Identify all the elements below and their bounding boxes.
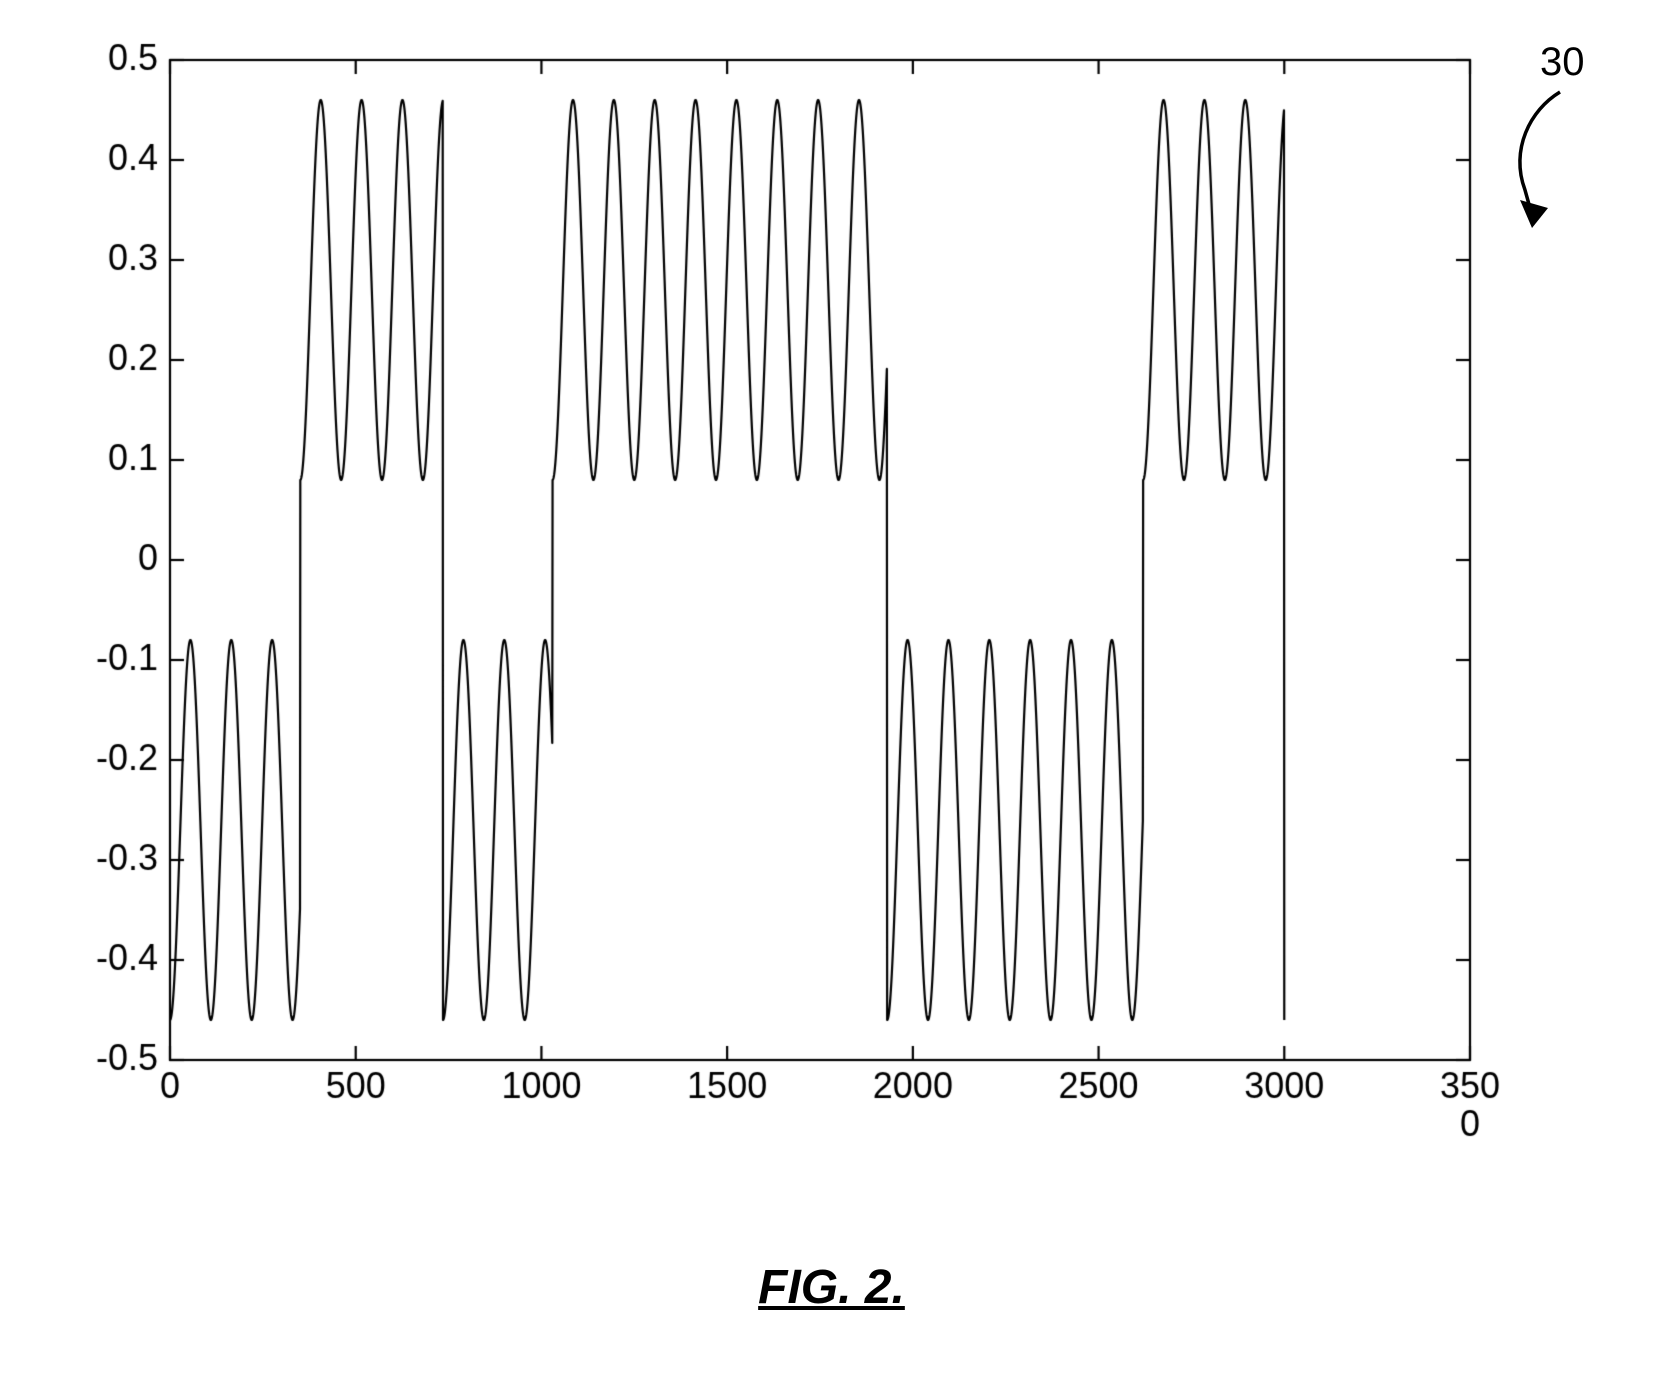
signal-line-chart <box>0 0 1510 1180</box>
reference-arrow-icon <box>1470 80 1630 240</box>
figure-caption: FIG. 2. <box>0 1260 1663 1315</box>
figure-container: 30 FIG. 2. <box>0 0 1663 1379</box>
reference-numeral-label: 30 <box>1540 40 1585 85</box>
